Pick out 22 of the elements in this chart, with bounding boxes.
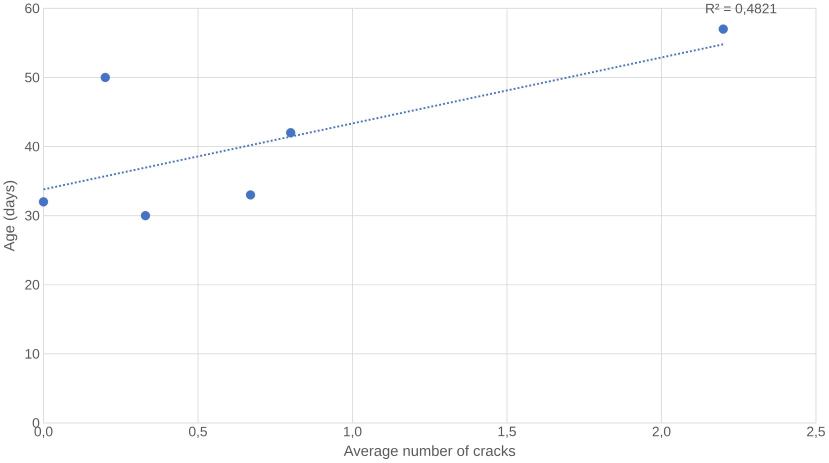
x-axis-title: Average number of cracks [344, 445, 516, 460]
point [246, 190, 256, 200]
x-tick-label: 2,5 [807, 426, 825, 438]
point [100, 73, 110, 82]
point [718, 24, 728, 34]
y-tick-label: 40 [24, 142, 40, 152]
x-tick-label: 0,5 [188, 426, 207, 438]
point [140, 211, 150, 221]
point [38, 197, 48, 207]
point [286, 128, 296, 138]
y-tick-label: 0 [32, 418, 40, 428]
y-tick-label: 50 [25, 72, 40, 83]
y-axis-title: Age (days) [4, 181, 18, 252]
y-tick-label: 10 [26, 349, 40, 359]
x-tick-label: 2,0 [652, 426, 670, 438]
x-tick-label: 0,0 [34, 426, 52, 438]
x-tick-label: 1,0 [344, 426, 362, 438]
x-tick-label: 1,5 [498, 426, 516, 438]
annotation: R² = 0,4821 [706, 4, 776, 16]
y-tick-label: 60 [25, 4, 40, 14]
y-tick-label: 30 [25, 211, 40, 221]
y-tick-label: 20 [25, 280, 40, 290]
